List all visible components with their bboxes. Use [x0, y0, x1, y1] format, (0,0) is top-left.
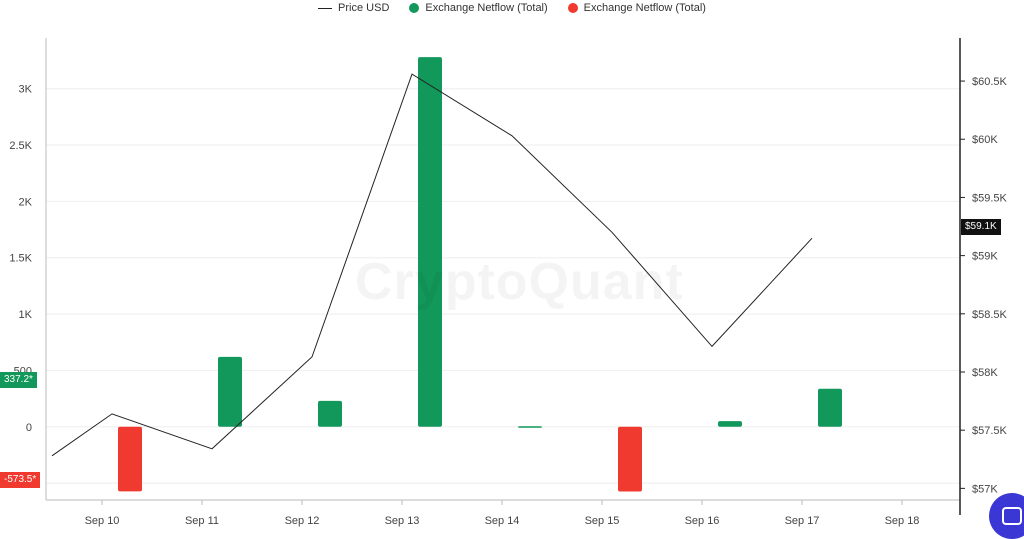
x-tick-label: Sep 13	[385, 515, 420, 527]
legend: Price USD Exchange Netflow (Total) Excha…	[0, 2, 1024, 14]
right-tick-label: $59.5K	[972, 192, 1008, 204]
legend-label-price: Price USD	[338, 2, 390, 14]
netflow-bar	[618, 426, 642, 492]
x-tick-label: Sep 18	[885, 515, 920, 527]
red-dot-icon	[567, 3, 578, 13]
current-price-tag: $59.1K	[961, 219, 1001, 235]
legend-item-outflow[interactable]: Exchange Netflow (Total)	[567, 2, 706, 14]
x-axis-ticks: Sep 10 Sep 11 Sep 12 Sep 13 Sep 14 Sep 15 Sep …	[85, 500, 920, 527]
chat-icon	[1002, 507, 1022, 525]
right-tick-label: $60.5K	[972, 76, 1008, 88]
left-tick-label: 1.5K	[9, 253, 32, 265]
right-tick-label: $58K	[972, 367, 998, 379]
netflow-bar	[818, 388, 842, 427]
netflow-bar	[718, 421, 742, 427]
left-tick-label: 1K	[19, 309, 33, 321]
x-tick-label: Sep 17	[785, 515, 820, 527]
green-dot-icon	[409, 3, 420, 13]
x-tick-label: Sep 12	[285, 515, 320, 527]
right-tick-label: $60K	[972, 134, 998, 146]
x-tick-label: Sep 10	[85, 515, 120, 527]
grid-lines	[46, 88, 960, 484]
x-tick-label: Sep 11	[185, 515, 219, 527]
netflow-bar	[318, 400, 342, 427]
left-tick-label: 2K	[19, 196, 33, 208]
netflow-bar	[418, 57, 442, 427]
right-tick-label: $58.5K	[972, 309, 1008, 321]
netflow-bar	[218, 356, 242, 427]
netflow-bar	[518, 426, 542, 428]
current-netflow-tag: 337.2*	[0, 372, 37, 388]
left-tick-label: 0	[26, 422, 32, 434]
legend-label-inflow: Exchange Netflow (Total)	[425, 2, 548, 14]
price-line	[51, 73, 813, 457]
legend-item-price[interactable]: Price USD	[318, 2, 389, 14]
watermark: CryptoQuant	[355, 252, 684, 312]
x-tick-label: Sep 14	[485, 515, 520, 527]
line-swatch-icon	[318, 7, 333, 9]
legend-label-outflow: Exchange Netflow (Total)	[583, 2, 706, 14]
legend-item-inflow[interactable]: Exchange Netflow (Total)	[409, 2, 548, 14]
axes	[45, 38, 961, 515]
min-netflow-tag: -573.5*	[0, 472, 41, 488]
netflow-bar	[118, 426, 142, 492]
right-tick-label: $59K	[972, 251, 998, 263]
left-tick-label: 3K	[19, 84, 33, 96]
right-axis-ticks: $57K $57.5K $58K $58.5K $59K $59.5K $60K $60.5K	[960, 76, 1008, 495]
x-tick-label: Sep 15	[585, 515, 620, 527]
right-tick-label: $57K	[972, 483, 998, 495]
price-line-layer	[51, 73, 813, 457]
x-tick-label: Sep 16	[685, 515, 720, 527]
netflow-bars	[118, 57, 842, 492]
chat-support-button[interactable]	[989, 493, 1024, 539]
left-tick-label: 2.5K	[9, 140, 32, 152]
right-tick-label: $57.5K	[972, 425, 1008, 437]
